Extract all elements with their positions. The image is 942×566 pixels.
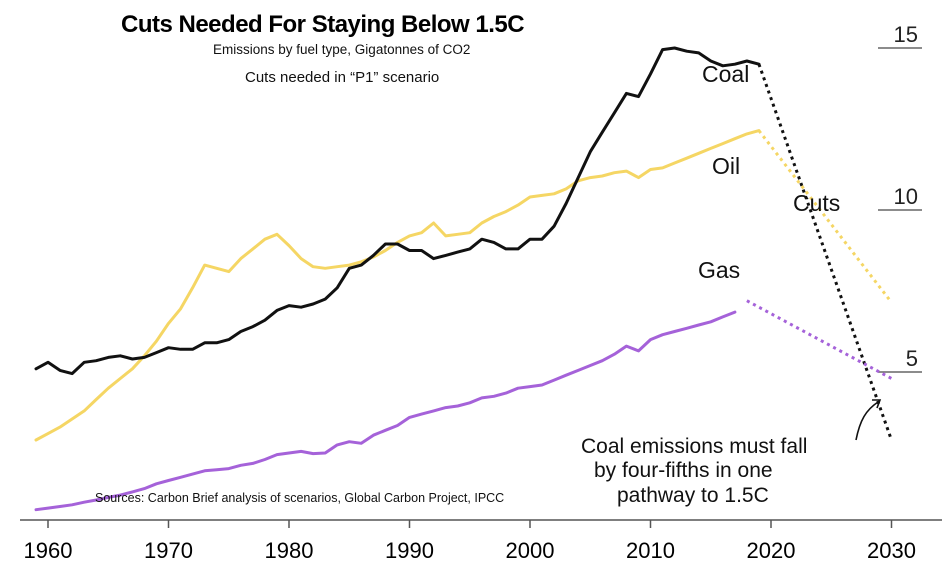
y-tick-label-10: 10 bbox=[894, 184, 918, 209]
x-tick-label-2000: 2000 bbox=[506, 538, 555, 563]
x-tick-label-2030: 2030 bbox=[867, 538, 916, 563]
series-line-gas bbox=[34, 310, 737, 512]
scenario-note: Cuts needed in “P1” scenario bbox=[245, 69, 439, 86]
projection-line-oil bbox=[757, 129, 893, 304]
x-tick-label-1960: 1960 bbox=[24, 538, 73, 563]
annotation-line-1: Coal emissions must fall bbox=[581, 435, 807, 458]
series-line-oil bbox=[34, 129, 761, 442]
chart-subtitle: Emissions by fuel type, Gigatonnes of CO… bbox=[213, 42, 470, 57]
y-tick-label-15: 15 bbox=[894, 22, 918, 47]
chart-title: Cuts Needed For Staying Below 1.5C bbox=[121, 11, 524, 38]
projection-line-coal bbox=[757, 63, 893, 441]
series-label-gas: Gas bbox=[698, 257, 740, 283]
x-tick-label-2020: 2020 bbox=[747, 538, 796, 563]
y-axis: 5 10 15 bbox=[878, 22, 922, 373]
x-axis: 1960 1970 1980 1990 2000 2010 2020 2030 bbox=[24, 520, 916, 563]
x-tick-label-1980: 1980 bbox=[265, 538, 314, 563]
projection-line-gas bbox=[746, 299, 893, 380]
x-tick-label-1970: 1970 bbox=[144, 538, 193, 563]
source-note: Sources: Carbon Brief analysis of scenar… bbox=[95, 491, 504, 505]
y-tick-label-5: 5 bbox=[906, 346, 918, 371]
x-tick-label-2010: 2010 bbox=[626, 538, 675, 563]
cuts-label: Cuts bbox=[793, 190, 840, 216]
x-tick-label-1990: 1990 bbox=[385, 538, 434, 563]
series-label-oil: Oil bbox=[712, 153, 740, 179]
annotation-line-2: by four-fifths in one bbox=[594, 459, 773, 482]
projections-group bbox=[746, 63, 893, 441]
series-line-coal bbox=[34, 46, 761, 376]
annotation-arrow bbox=[855, 401, 879, 441]
series-group bbox=[34, 46, 761, 512]
series-label-coal: Coal bbox=[702, 61, 749, 87]
annotation-line-3: pathway to 1.5C bbox=[617, 484, 769, 507]
annotation-arrowhead bbox=[872, 399, 882, 409]
